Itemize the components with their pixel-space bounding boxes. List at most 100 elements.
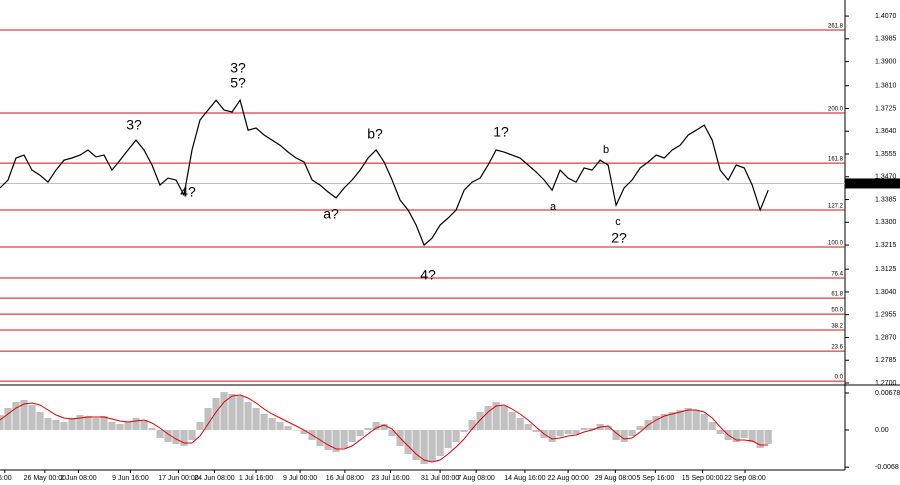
histogram-bar [364,427,372,431]
histogram-bar [700,414,708,431]
x-tick-label: 1 Jul 16:00 [239,475,273,482]
histogram-bar [572,430,580,434]
histogram-bar [180,430,188,447]
histogram-bar [492,402,500,431]
histogram-bar [708,422,716,431]
wave-label: 4? [420,267,436,283]
y-tick-label: 1.3470 [875,174,897,181]
fib-label: 127.2 [828,204,844,210]
histogram-bar [204,407,212,431]
x-tick-label: 16 Jul 08:00 [326,475,364,482]
fib-label: 50.0 [831,308,843,314]
histogram-bar [60,422,68,431]
y-tick-label: 1.2870 [875,334,897,341]
x-tick-label: 2 Jun 08:00 [60,475,97,482]
histogram-bar [380,424,388,431]
histogram-bar [516,417,524,431]
y-tick-label: 0.00 [875,427,889,434]
y-tick-label: 1.3810 [875,83,897,90]
x-tick-label: 14 Aug 16:00 [504,475,545,482]
histogram-bar [580,427,588,431]
histogram-bar [740,430,748,438]
fib-label: 100.0 [828,241,844,247]
wave-label: 1? [493,124,509,140]
y-tick-label: 1.3125 [875,266,897,273]
x-tick-label: 9 Jul 00:00 [283,475,317,482]
histogram-bar [100,416,108,431]
wave-label: 4? [180,184,196,200]
histogram-bar [36,412,44,431]
last-price-box [845,178,900,189]
histogram-bar [484,406,492,431]
x-tick-label: 26 May 00:00 [24,475,67,482]
histogram-bar [116,424,124,431]
histogram-bar [692,410,700,431]
histogram-bar [84,416,92,431]
histogram-bar [604,426,612,431]
histogram-bar [588,427,596,431]
y-tick-label: -0.0068 [875,464,899,471]
histogram-bar [748,430,756,443]
histogram-bar [348,430,356,443]
histogram-bar [284,426,292,431]
histogram-bar [188,430,196,441]
y-tick-label: 1.4070 [875,13,897,20]
histogram-bar [148,427,156,431]
histogram-bar [500,406,508,431]
histogram-bar [532,430,540,433]
histogram-bar [524,424,532,431]
y-tick-label: 1.3725 [875,105,897,112]
wave-label: a [550,201,557,213]
histogram-bar [244,402,252,431]
histogram-bar [564,430,572,434]
histogram-bar [404,430,412,454]
histogram-bar [76,414,84,431]
histogram-bar [316,430,324,447]
x-tick-label: 22 Sep 08:00 [724,475,766,482]
x-tick-label: 15 Sep 00:00 [682,475,724,482]
x-tick-label: 31 Jul 00:00 [421,475,459,482]
y-tick-label: 1.2955 [875,312,897,319]
histogram-bar [436,430,444,457]
histogram-bar [716,430,724,434]
x-tick-label: 9 Jun 16:00 [112,475,149,482]
fib-label: 61.8 [831,292,843,298]
wave-label: 3? [126,117,142,133]
histogram-bar [20,400,28,431]
y-tick-label: 1.2700 [875,380,897,387]
x-tick-label: 29 Aug 08:00 [595,475,636,482]
histogram-bar [668,412,676,431]
wave-label: b? [367,126,383,142]
y-tick-label: 1.3555 [875,151,897,158]
y-tick-label: 1.3385 [875,196,897,203]
histogram-bar [212,397,220,431]
histogram-bar [340,430,348,448]
x-tick-label: 23 Jul 16:00 [371,475,409,482]
histogram-bar [0,414,4,431]
histogram-bar [252,407,260,431]
price-line [0,98,769,247]
histogram-bar [444,430,452,448]
wave-label: a? [323,206,339,222]
x-tick-label: 5 Sep 16:00 [636,475,674,482]
wave-label: c [615,216,621,228]
histogram-bar [732,430,740,443]
wave-label: 2? [611,230,627,246]
histogram-bar [476,412,484,431]
histogram-bar [420,430,428,464]
histogram-bar [268,417,276,431]
wave-label: b [603,144,609,156]
histogram-bar [620,430,628,443]
histogram-bar [4,407,12,431]
histogram-bar [172,430,180,444]
histogram-bar [548,430,556,443]
fib-label: 23.6 [831,345,843,351]
y-tick-label: 1.3215 [875,242,897,249]
histogram-bar [332,430,340,453]
histogram-bar [460,430,468,433]
x-tick-label: 17 Jun 00:00 [158,475,199,482]
histogram-bar [276,422,284,431]
histogram-bar [156,430,164,438]
